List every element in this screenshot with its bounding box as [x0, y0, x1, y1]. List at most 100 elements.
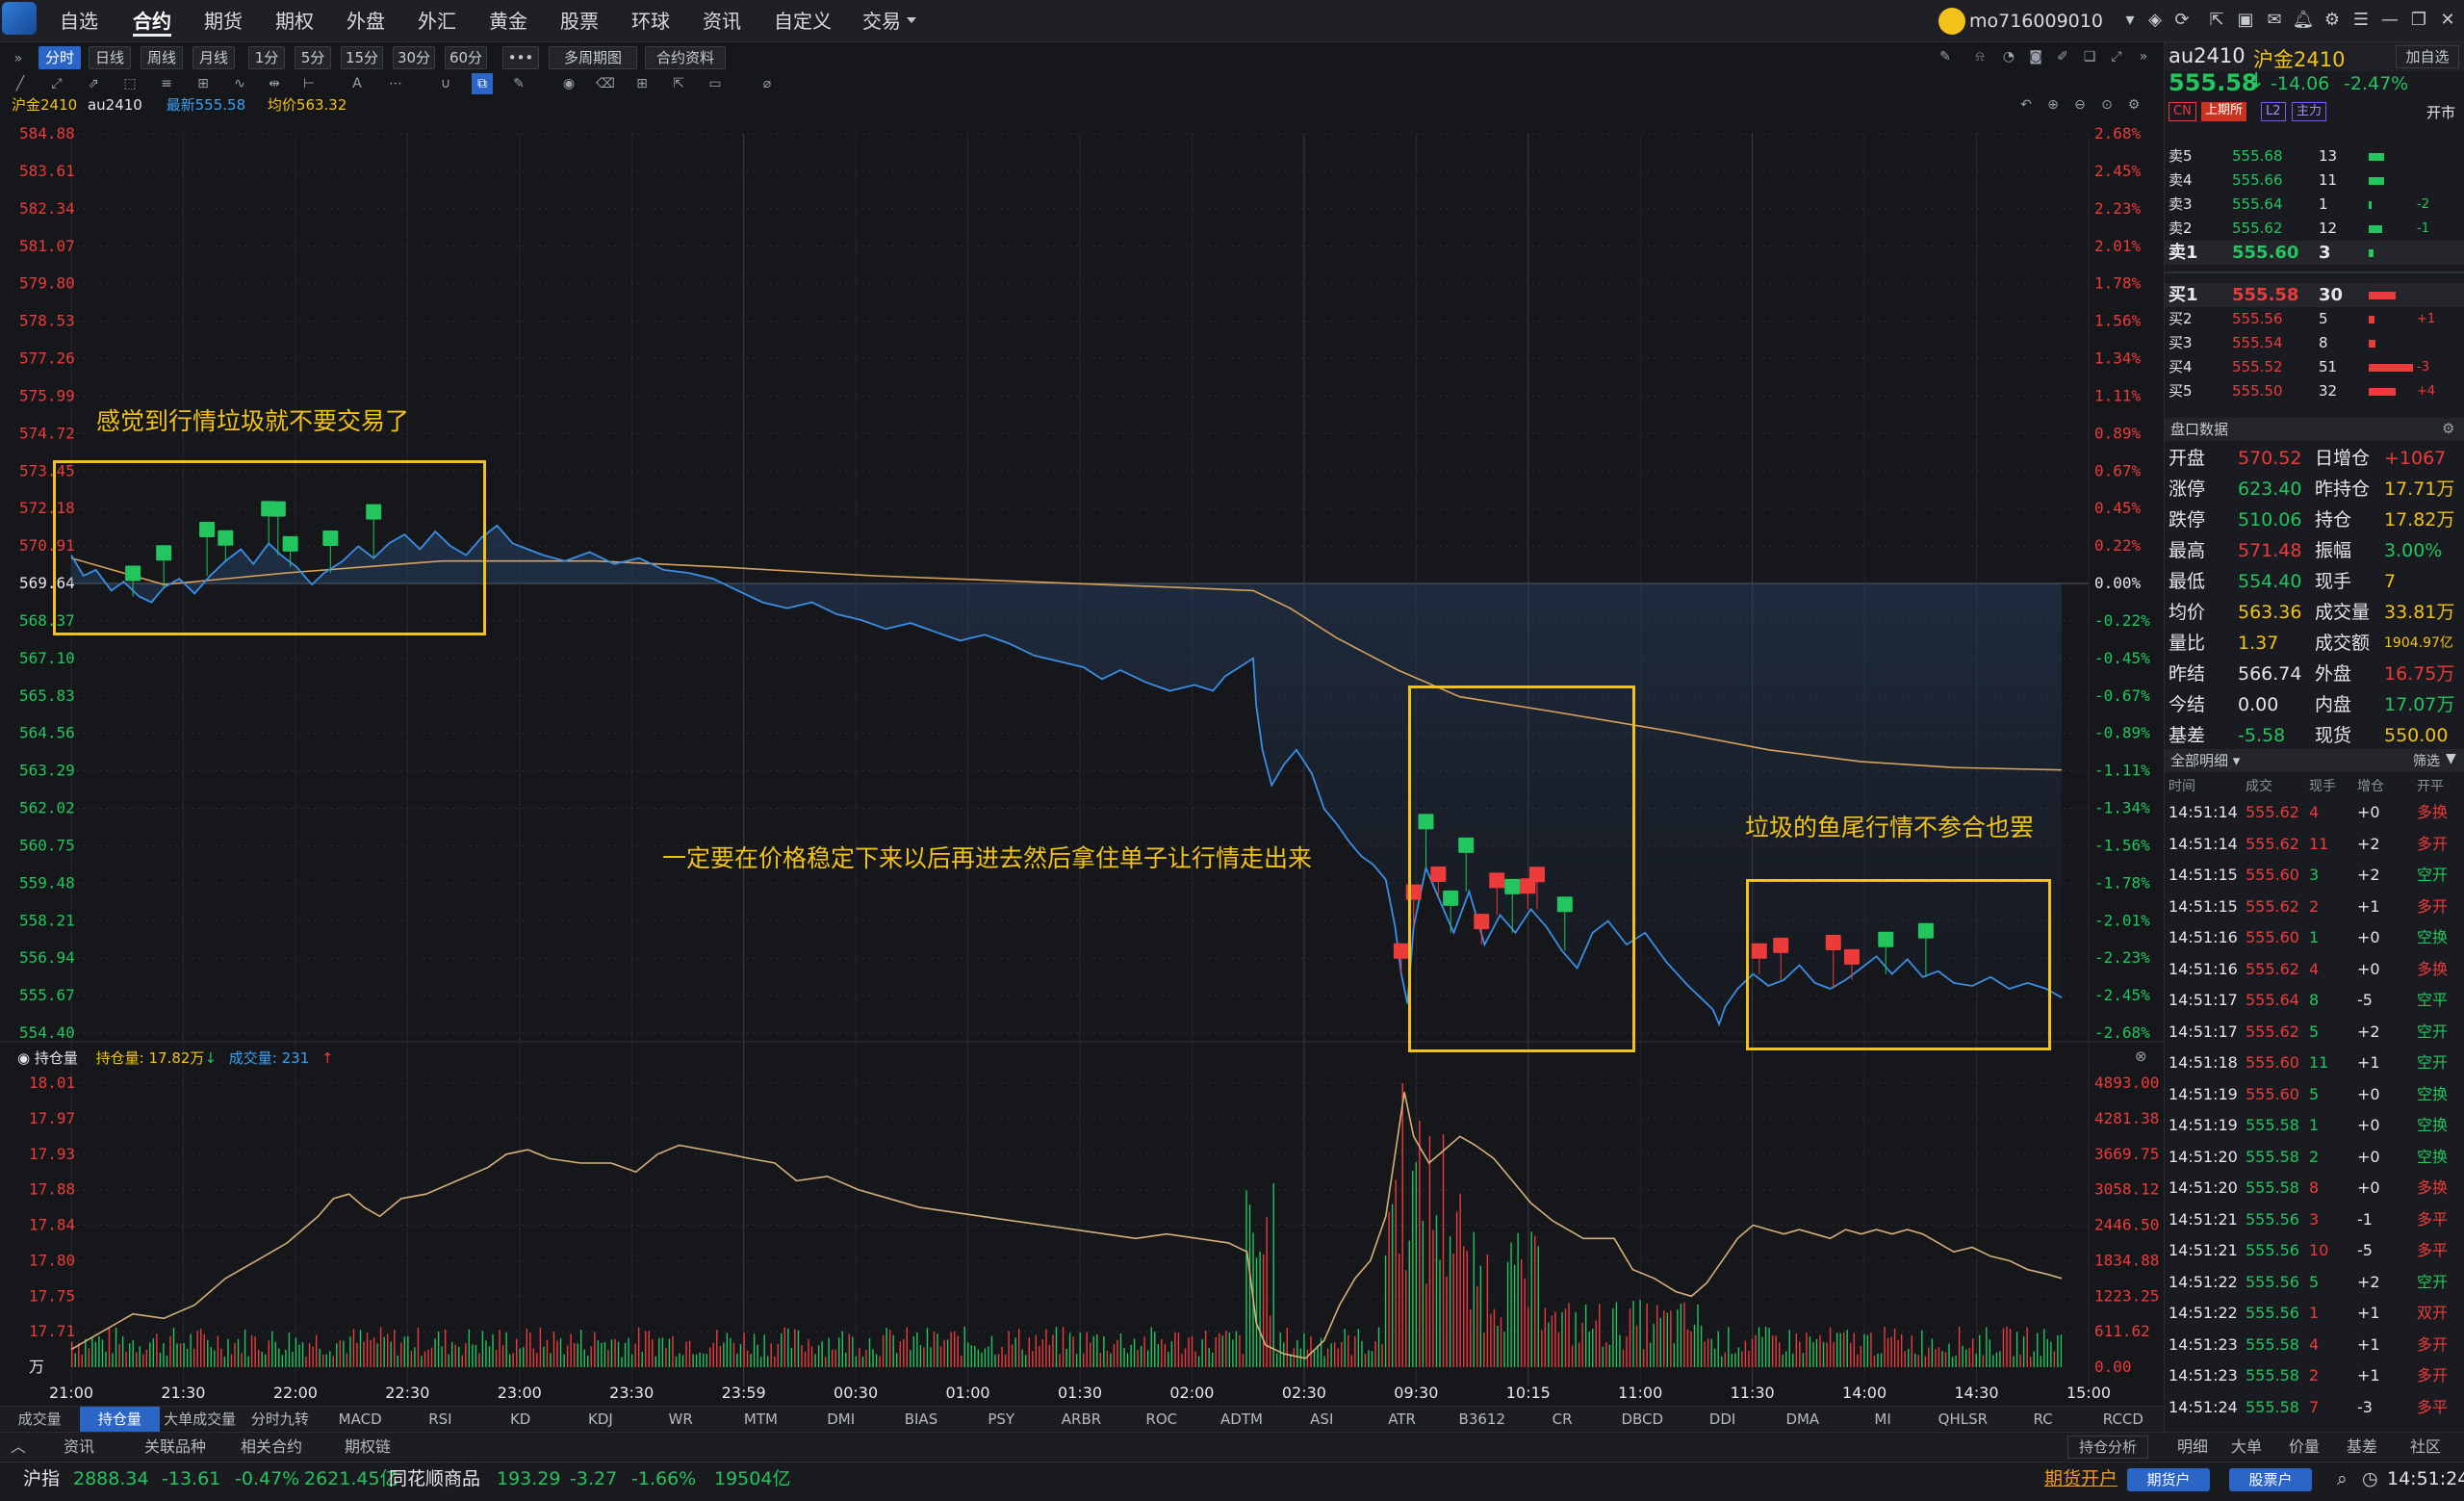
overlay-icon[interactable]: ⧉	[472, 73, 493, 94]
edit-icon[interactable]: ✐	[2057, 49, 2068, 65]
period-15min[interactable]: 15分	[341, 46, 383, 69]
indicator-tab[interactable]: DMA	[1785, 1410, 1820, 1428]
ask-row[interactable]: 卖5 555.68 13	[2165, 144, 2464, 168]
bid-row[interactable]: 买4 555.52 51 -3	[2165, 355, 2464, 379]
ask-row[interactable]: 卖1 555.60 3	[2165, 241, 2464, 265]
menu-huanqiu[interactable]: 环球	[631, 10, 670, 33]
rect-tool-icon[interactable]: ⬚	[123, 76, 137, 91]
tab-zixun[interactable]: 资讯	[63, 1437, 94, 1456]
ask-row[interactable]: 卖2 555.62 12 -1	[2165, 217, 2464, 241]
indicator-tab[interactable]: ASI	[1310, 1410, 1334, 1428]
indicator-tab[interactable]: 大单成交量	[164, 1410, 237, 1428]
search-icon[interactable]: ⌕	[2337, 1468, 2348, 1489]
indicator-tab[interactable]: RSI	[428, 1410, 452, 1428]
indicator-tab[interactable]: MI	[1874, 1410, 1891, 1428]
indicator-tab[interactable]: DBCD	[1621, 1410, 1664, 1428]
futures-account-button[interactable]: 期货户	[2127, 1468, 2210, 1491]
fit-icon[interactable]: ⊙	[2101, 97, 2113, 113]
menu-zidingyi[interactable]: 自定义	[774, 10, 832, 33]
indicator-tab[interactable]: ADTM	[1220, 1410, 1263, 1428]
eye-icon[interactable]: ◉	[562, 76, 576, 91]
filter-button[interactable]: 筛选	[2413, 754, 2440, 769]
fib-tool-icon[interactable]: ≡	[161, 76, 172, 91]
indicator-tab[interactable]: 持仓量	[80, 1407, 160, 1432]
period-month[interactable]: 月线	[192, 46, 235, 69]
multi-period-button[interactable]: 多周期图	[549, 46, 637, 69]
indicator-tab[interactable]: ROC	[1145, 1410, 1178, 1428]
collapse-up-icon[interactable]: ︿	[10, 1437, 26, 1456]
bid-row[interactable]: 买1 555.58 30	[2165, 283, 2464, 307]
tab-related-varieties[interactable]: 关联品种	[143, 1437, 206, 1456]
legend-toggle-icon[interactable]: ◉	[17, 1049, 31, 1067]
settings-icon[interactable]: ⚙	[2323, 10, 2341, 30]
magnet-icon[interactable]: ∪	[440, 76, 451, 91]
indicator-tab[interactable]: DMI	[827, 1410, 856, 1428]
layers-icon[interactable]: ◈	[2148, 10, 2162, 30]
tab-big-order[interactable]: 大单	[2230, 1437, 2262, 1456]
menu-huangjin[interactable]: 黄金	[489, 10, 527, 33]
indicator-tab[interactable]: RC	[2033, 1410, 2053, 1428]
mail-icon[interactable]: ✉	[2267, 10, 2282, 30]
collapse-right-icon[interactable]: »	[2139, 49, 2148, 65]
indicator-tab[interactable]: 分时九转	[250, 1410, 309, 1428]
menu-gupiao[interactable]: 股票	[560, 10, 599, 33]
indicator-tab[interactable]: CR	[1552, 1410, 1573, 1428]
bid-row[interactable]: 买2 555.56 5 +1	[2165, 307, 2464, 331]
indicator-tab[interactable]: B3612	[1458, 1410, 1506, 1428]
collapse-left-icon[interactable]: »	[13, 51, 23, 66]
close-panel-icon[interactable]: ⊗	[2135, 1048, 2147, 1065]
export-icon[interactable]: ⇱	[673, 76, 684, 91]
alarm-icon[interactable]: ◔	[2002, 49, 2015, 65]
tab-detail[interactable]: 明细	[2176, 1437, 2208, 1456]
brush-icon[interactable]: ✎	[513, 76, 525, 91]
menu-zixuan[interactable]: 自选	[60, 10, 98, 33]
zoom-out-icon[interactable]: ⊖	[2074, 97, 2086, 113]
indicator-tab[interactable]: KD	[509, 1410, 531, 1428]
index1-name[interactable]: 沪指	[23, 1468, 61, 1489]
indicator-tab[interactable]: MTM	[743, 1410, 778, 1428]
index2-name[interactable]: 同花顺商品	[389, 1468, 481, 1489]
period-week[interactable]: 周线	[141, 46, 183, 69]
indicator-tab[interactable]: RCCD	[2102, 1410, 2143, 1428]
stock-account-button[interactable]: 股票户	[2229, 1468, 2312, 1491]
ask-row[interactable]: 卖4 555.66 11	[2165, 168, 2464, 193]
measure-tool-icon[interactable]: ⇹	[269, 76, 280, 91]
more-button[interactable]: •••	[502, 46, 539, 69]
indicator-tab[interactable]: DDI	[1708, 1410, 1736, 1428]
tab-community[interactable]: 社区	[2409, 1437, 2441, 1456]
indicator-tab[interactable]: ARBR	[1061, 1410, 1102, 1428]
tab-option-chain[interactable]: 期权链	[344, 1437, 391, 1456]
chevron-down-icon[interactable]	[907, 17, 916, 23]
restore-icon[interactable]: ❐	[2410, 10, 2427, 30]
close-icon[interactable]: ✕	[2440, 10, 2455, 30]
indicator-tab[interactable]: BIAS	[904, 1410, 938, 1428]
briefcase-icon[interactable]: ▣	[2237, 10, 2254, 30]
filter-icon[interactable]: ▼	[2446, 751, 2456, 766]
menu-heyue[interactable]: 合约	[133, 6, 171, 37]
line-tool-icon[interactable]: ╱	[15, 76, 25, 91]
ray-tool-icon[interactable]: ⤢	[51, 76, 63, 91]
indicator-tab[interactable]: 成交量	[17, 1410, 62, 1428]
expand-icon[interactable]: ⤢	[2111, 49, 2122, 65]
delete-icon[interactable]: ⌫	[596, 76, 615, 91]
period-5min[interactable]: 5分	[295, 46, 331, 69]
indicator-tab[interactable]: KDJ	[588, 1410, 613, 1428]
menu-waihui[interactable]: 外汇	[418, 10, 456, 33]
chevron-down-icon[interactable]: ▾	[2125, 10, 2135, 30]
period-fenshi[interactable]: 分时	[38, 46, 81, 69]
indicator-tab[interactable]: MACD	[338, 1410, 382, 1428]
tab-related-contracts[interactable]: 相关合约	[240, 1437, 302, 1456]
app-logo-icon[interactable]	[2, 2, 37, 35]
text-tool-icon[interactable]: A	[352, 76, 362, 91]
eraser-icon[interactable]: ⌀	[762, 76, 772, 91]
indicator-tab[interactable]: WR	[668, 1410, 693, 1428]
undo-icon[interactable]: ↶	[2020, 97, 2032, 113]
gann-tool-icon[interactable]: ⊞	[197, 76, 209, 91]
settings-icon[interactable]: ⚙	[2442, 420, 2455, 437]
indicator-tab[interactable]: QHLSR	[1938, 1410, 1989, 1428]
wave-tool-icon[interactable]: ∿	[234, 76, 245, 91]
period-1min[interactable]: 1分	[248, 46, 285, 69]
period-60min[interactable]: 60分	[445, 46, 487, 69]
zoom-in-icon[interactable]: ⊕	[2047, 97, 2059, 113]
menu-zixun[interactable]: 资讯	[703, 10, 741, 33]
